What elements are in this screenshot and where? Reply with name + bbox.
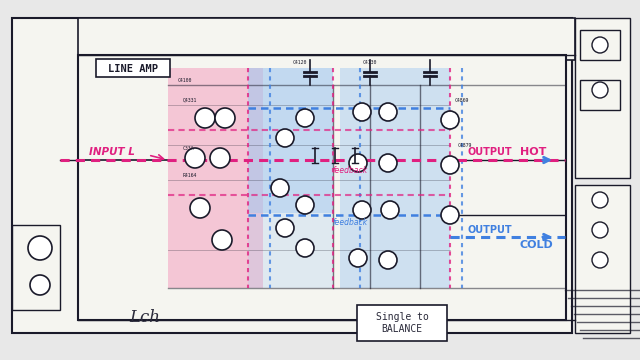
Bar [168, 68, 263, 288]
Circle shape [215, 108, 235, 128]
Circle shape [441, 206, 459, 224]
Circle shape [379, 103, 397, 121]
Circle shape [592, 82, 608, 98]
Bar [575, 185, 630, 333]
Circle shape [276, 129, 294, 147]
Circle shape [349, 154, 367, 172]
Text: Single to
BALANCE: Single to BALANCE [376, 312, 428, 334]
Text: COLD: COLD [520, 240, 554, 250]
Text: Lch: Lch [129, 310, 161, 327]
Circle shape [276, 219, 294, 237]
Text: C33A: C33A [182, 145, 194, 150]
Circle shape [210, 148, 230, 168]
Circle shape [190, 198, 210, 218]
Text: Q4331: Q4331 [183, 98, 197, 103]
Bar [340, 68, 450, 288]
Bar [248, 68, 333, 288]
Text: C4130: C4130 [363, 59, 377, 64]
Bar [580, 30, 620, 60]
Text: HOT: HOT [520, 147, 547, 157]
Text: C4100: C4100 [178, 77, 192, 82]
Circle shape [212, 230, 232, 250]
Circle shape [296, 196, 314, 214]
Text: OUTPUT: OUTPUT [468, 147, 513, 157]
Circle shape [349, 249, 367, 267]
Text: R4164: R4164 [183, 172, 197, 177]
Bar [12, 18, 572, 333]
Circle shape [441, 111, 459, 129]
Bar [78, 18, 575, 60]
Text: C4120: C4120 [293, 59, 307, 64]
Circle shape [441, 156, 459, 174]
Circle shape [296, 109, 314, 127]
Circle shape [592, 37, 608, 53]
Text: C4879: C4879 [458, 143, 472, 148]
Circle shape [185, 148, 205, 168]
Circle shape [353, 103, 371, 121]
FancyBboxPatch shape [96, 59, 170, 77]
Circle shape [379, 251, 397, 269]
Text: OUTPUT: OUTPUT [468, 225, 513, 235]
Bar [248, 68, 333, 213]
Text: INPUT L: INPUT L [89, 147, 135, 157]
Bar [575, 18, 630, 178]
Circle shape [592, 252, 608, 268]
Circle shape [271, 179, 289, 197]
Circle shape [592, 192, 608, 208]
Circle shape [592, 222, 608, 238]
Text: feedback: feedback [332, 166, 367, 175]
Bar [78, 55, 566, 320]
Circle shape [28, 236, 52, 260]
FancyBboxPatch shape [357, 305, 447, 341]
Circle shape [296, 239, 314, 257]
Circle shape [30, 275, 50, 295]
Circle shape [195, 108, 215, 128]
Text: LINE AMP: LINE AMP [108, 64, 158, 74]
Circle shape [381, 201, 399, 219]
Text: feedback: feedback [332, 217, 367, 226]
Bar [12, 225, 60, 310]
Text: C4869: C4869 [455, 98, 469, 103]
Bar [580, 80, 620, 110]
Circle shape [353, 201, 371, 219]
Circle shape [379, 154, 397, 172]
